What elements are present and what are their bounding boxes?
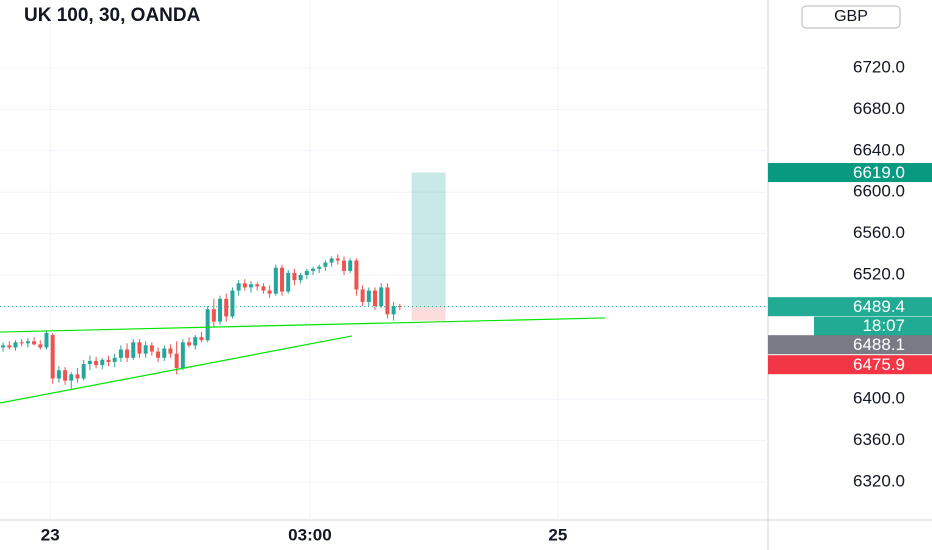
candle-body — [267, 290, 272, 294]
candle-body — [50, 335, 55, 379]
candle-body — [329, 258, 334, 263]
candle-body — [379, 287, 384, 307]
candle-body — [149, 345, 154, 352]
y-tick-label: 6640.0 — [853, 140, 905, 159]
candle-body — [236, 283, 241, 291]
countdown-bg — [814, 316, 932, 336]
candle-body — [292, 272, 297, 281]
y-tick-label: 6360.0 — [853, 430, 905, 449]
plot: 6320.0 6360.0 6400.0 6520.0 6560.0 6600.0 6640… — [0, 0, 905, 520]
x-tick-label: 25 — [548, 525, 567, 544]
candle-body — [360, 289, 365, 302]
candle-body — [255, 284, 260, 287]
candle-body — [143, 345, 148, 354]
countdown: 18:07 — [862, 316, 905, 335]
candle-body — [261, 286, 266, 291]
candle-body — [125, 349, 130, 358]
candle-body — [199, 337, 204, 341]
candle-body — [286, 272, 291, 292]
candle-body — [224, 298, 229, 317]
candle-body — [25, 341, 30, 344]
candle-body — [249, 284, 254, 288]
candle-body — [131, 342, 136, 358]
y-tick-label: 6400.0 — [853, 389, 905, 408]
price-label-bg — [768, 297, 932, 317]
candle-body — [106, 359, 111, 362]
candle-body — [230, 290, 235, 317]
candle-body — [7, 345, 12, 348]
candle-body — [373, 290, 378, 307]
candle-body — [13, 342, 18, 348]
y-tick-label: 6600.0 — [853, 182, 905, 201]
x-tick-label: 23 — [41, 525, 60, 544]
candle-body — [397, 306, 402, 308]
chart-title: UK 100, 30, OANDA — [24, 5, 201, 26]
trendline — [0, 335, 353, 404]
candle-body — [100, 359, 105, 366]
y-tick-label: 6720.0 — [853, 57, 905, 76]
candle-body — [44, 332, 49, 348]
candle-body — [366, 290, 371, 302]
price-label: 6619.0 — [853, 163, 905, 182]
candle-body — [1, 345, 6, 348]
candle-body — [298, 275, 303, 281]
candle-body — [87, 360, 92, 365]
price-label-bg — [768, 335, 932, 355]
candle-body — [317, 266, 322, 269]
price-label: 6475.9 — [853, 355, 905, 374]
price-label-bg — [768, 355, 932, 375]
candle-body — [242, 283, 247, 288]
candle-body — [335, 258, 340, 261]
candle-body — [211, 309, 216, 322]
candle-body — [69, 374, 74, 381]
x-tick-label: 03:00 — [288, 525, 331, 544]
candle-body — [75, 374, 80, 379]
price-label: 6489.4 — [853, 297, 905, 316]
candle-body — [63, 370, 68, 381]
currency-button[interactable] — [801, 5, 901, 29]
candle-body — [311, 268, 316, 271]
candle-body — [348, 260, 353, 271]
trendline — [0, 317, 605, 333]
currency-label[interactable]: GBP — [834, 8, 868, 25]
candle-body — [81, 364, 86, 379]
candle-body — [385, 287, 390, 315]
candle-body — [168, 348, 173, 354]
candle-body — [205, 309, 210, 341]
candle-body — [218, 298, 223, 322]
candle-body — [304, 270, 309, 276]
candle-body — [280, 267, 285, 292]
loss-zone — [411, 306, 446, 321]
y-tick-label: 6320.0 — [853, 471, 905, 490]
candle-body — [391, 306, 396, 315]
y-tick-label: 6520.0 — [853, 264, 905, 283]
candle-body — [137, 342, 142, 354]
candle-body — [118, 349, 123, 358]
y-tick-label: 6680.0 — [853, 99, 905, 118]
candle-body — [162, 348, 167, 358]
y-tick-label: 6560.0 — [853, 223, 905, 242]
candle-body — [174, 353, 179, 369]
candle-body — [32, 341, 37, 345]
candle-body — [273, 267, 278, 294]
candle-body — [342, 260, 347, 271]
candle-body — [156, 351, 161, 358]
candle-body — [56, 370, 61, 379]
candle-body — [193, 337, 198, 346]
price-label-bg — [768, 163, 932, 183]
candle-body — [38, 344, 43, 348]
candle-body — [112, 357, 117, 362]
candle-body — [19, 342, 24, 344]
candle-body — [323, 262, 328, 267]
candle-body — [187, 342, 192, 346]
candle-body — [94, 360, 99, 366]
profit-zone — [411, 172, 446, 307]
candle-body — [354, 260, 359, 290]
price-label: 6488.1 — [853, 335, 905, 354]
candle-body — [180, 342, 185, 369]
